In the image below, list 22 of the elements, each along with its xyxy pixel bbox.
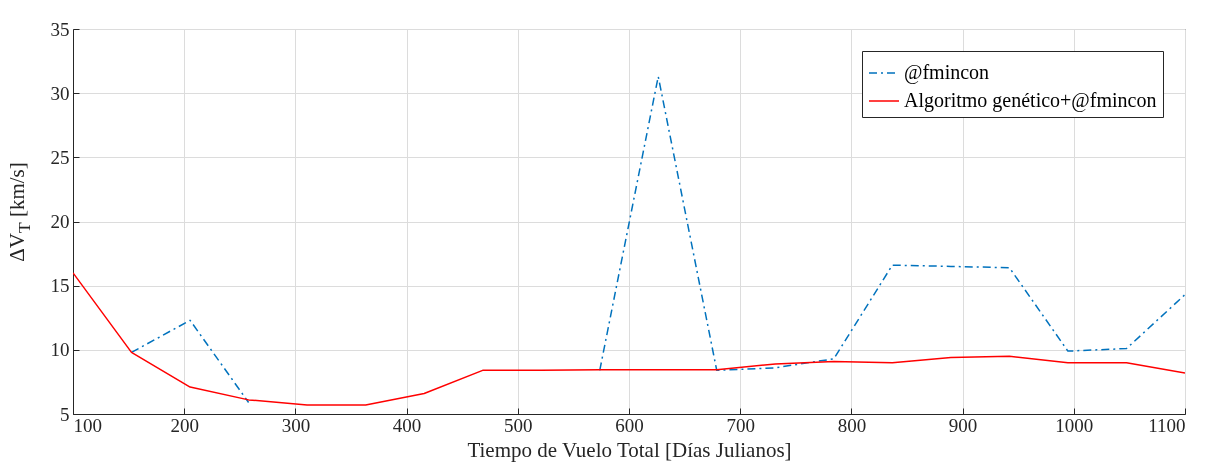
x-tick-label: 600 [615, 414, 644, 436]
x-axis-title: Tiempo de Vuelo Total [Días Julianos] [467, 437, 792, 462]
legend-label: Algoritmo genético+@fmincon [904, 89, 1157, 112]
x-tick-label: 800 [837, 414, 867, 436]
y-tick-label: 30 [50, 82, 70, 104]
y-tick-label: 20 [50, 211, 70, 232]
legend-label: @fmincon [904, 61, 990, 84]
x-tick-label: 500 [504, 414, 533, 436]
y-tick-label: 10 [50, 339, 70, 361]
x-tick-label: 1100 [1148, 414, 1186, 436]
x-tick-label: 300 [281, 414, 311, 436]
line-series [73, 272, 1185, 406]
x-tick-label: 900 [948, 414, 978, 436]
x-tick-label: 700 [726, 414, 755, 436]
x-tick-label: 1000 [1055, 414, 1094, 436]
x-tick-label: 100 [73, 414, 102, 436]
y-tick-label: 25 [50, 146, 70, 168]
y-tick-label: 15 [50, 275, 70, 297]
y-tick-label: 35 [50, 18, 70, 40]
y-tick-label: 5 [60, 403, 70, 425]
x-tick-label: 200 [170, 414, 199, 436]
x-tick-label: 400 [392, 414, 422, 436]
